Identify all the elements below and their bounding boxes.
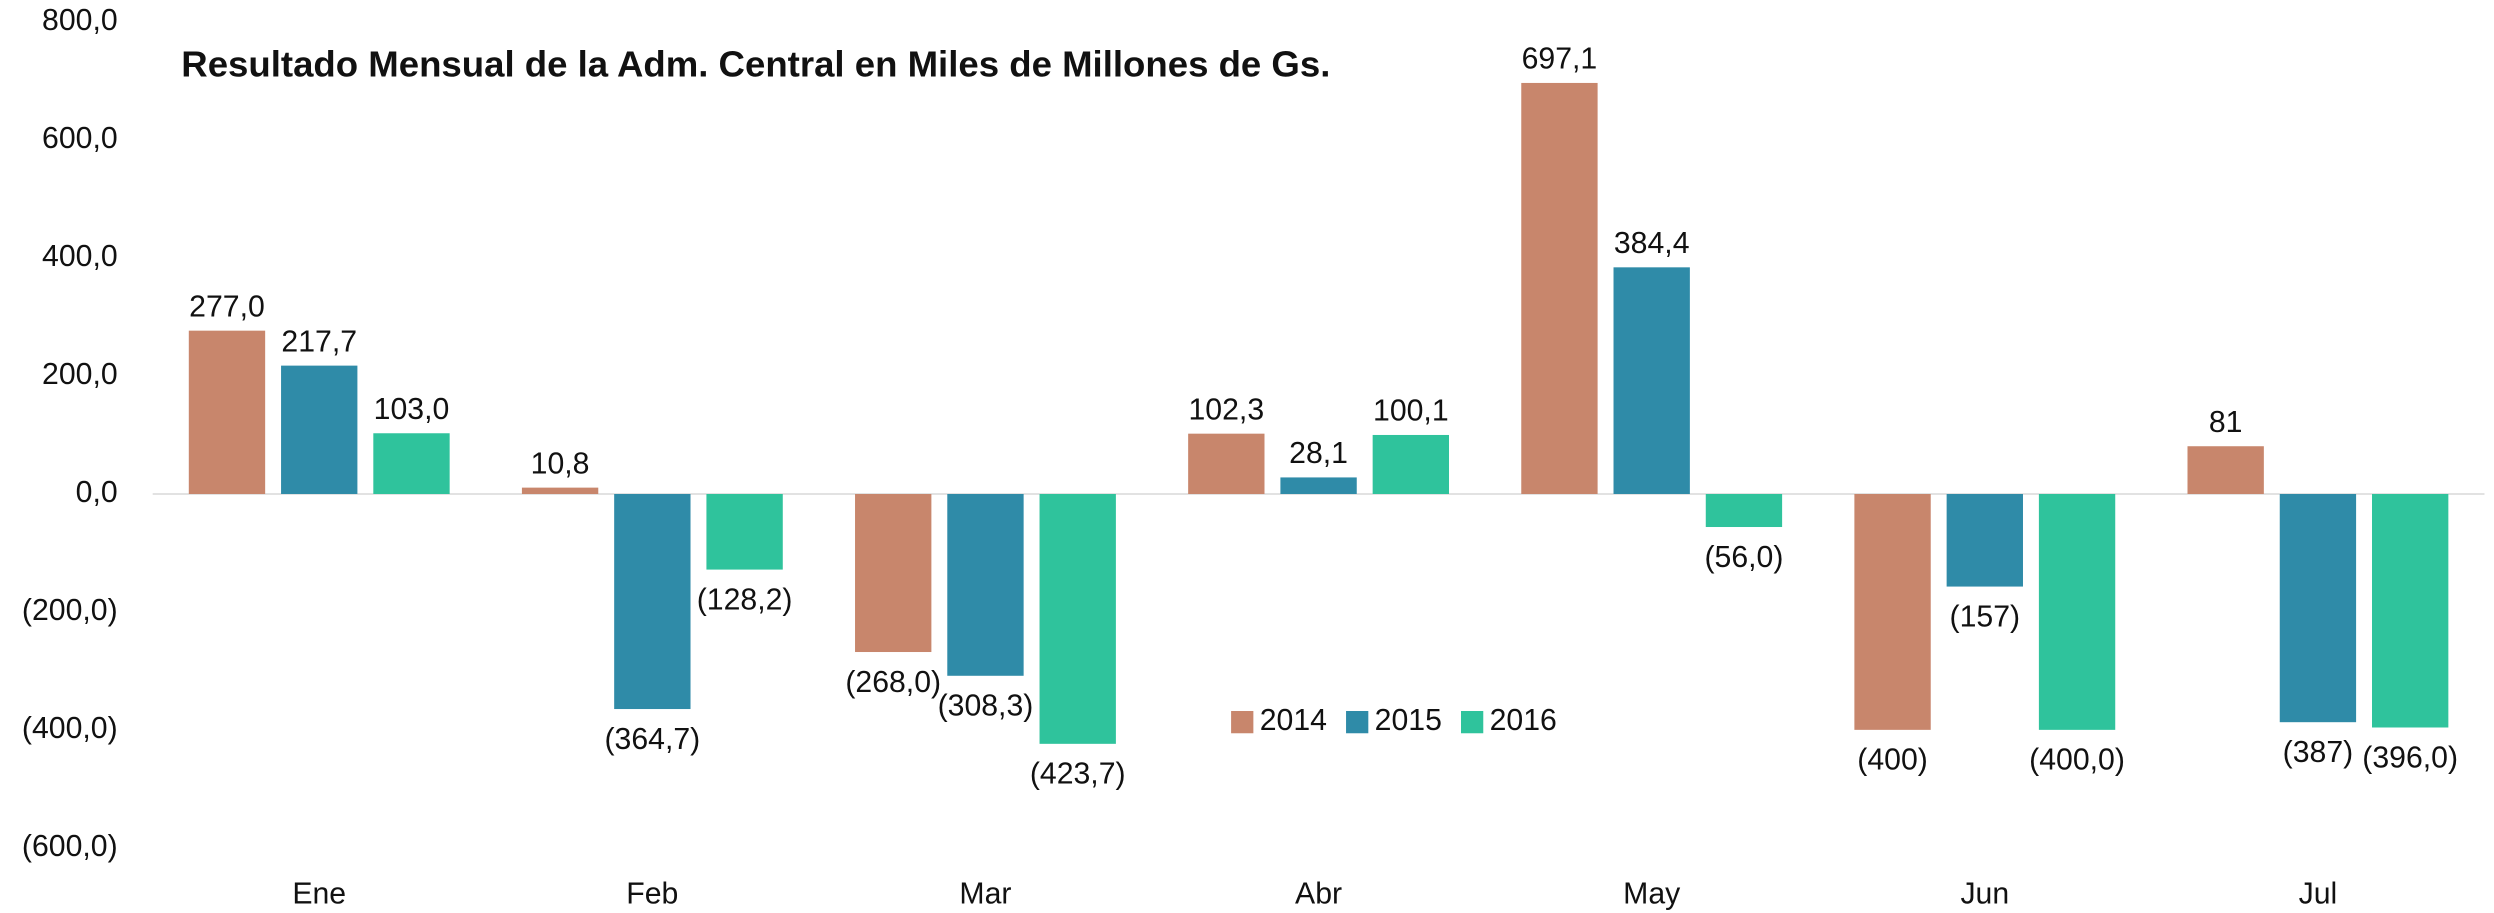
bar (1613, 267, 1690, 494)
legend-swatch (1346, 710, 1369, 734)
legend-label: 2015 (1375, 704, 1442, 737)
data-label: 28,1 (1289, 437, 1348, 470)
bar (2187, 446, 2264, 494)
y-tick-label: (200,0) (22, 594, 118, 627)
bar (373, 433, 450, 494)
y-tick-label: 0,0 (76, 476, 118, 509)
bar (2372, 493, 2449, 728)
data-label: (157) (1950, 600, 2021, 633)
y-tick-label: 800,0 (42, 4, 118, 37)
bar (1705, 493, 1783, 528)
bar (614, 493, 691, 710)
legend-swatch (1460, 710, 1484, 734)
y-tick-label: 400,0 (42, 240, 118, 273)
y-tick-label: (600,0) (22, 830, 118, 863)
data-label: (400) (1857, 744, 1928, 777)
data-label: 697,1 (1522, 43, 1598, 76)
bar (1521, 82, 1598, 494)
data-label: (396,0) (2362, 741, 2458, 774)
y-tick-label: 600,0 (42, 122, 118, 155)
legend-swatch (1231, 710, 1254, 734)
data-label: (128,2) (697, 583, 793, 616)
bar (281, 365, 358, 494)
data-label: 10,8 (531, 447, 590, 480)
y-tick-label: (400,0) (22, 712, 118, 745)
data-label: (423,7) (1030, 758, 1126, 791)
bar (855, 493, 932, 653)
bar (1039, 493, 1116, 744)
data-label: 103,0 (374, 393, 450, 426)
data-label: (308,3) (938, 690, 1034, 723)
data-label: 102,3 (1189, 393, 1265, 426)
x-tick-label: Abr (1295, 877, 1342, 910)
legend-label: 2016 (1490, 704, 1557, 737)
x-tick-label: Jun (1960, 877, 2009, 910)
bar (521, 487, 599, 494)
data-label: (268,0) (845, 666, 941, 699)
legend-label: 2014 (1260, 704, 1327, 737)
bar (947, 493, 1024, 676)
data-label: 81 (2209, 406, 2243, 439)
data-label: (56,0) (1704, 541, 1783, 574)
bar (2038, 493, 2116, 730)
x-tick-label: Feb (626, 877, 678, 910)
data-label: (387) (2283, 736, 2354, 769)
data-label: (400,0) (2029, 744, 2125, 777)
bar (1946, 493, 2023, 587)
chart-title: Resultado Mensual de la Adm. Central en … (181, 43, 1330, 84)
x-tick-label: May (1623, 877, 1681, 910)
data-label: (364,7) (604, 723, 700, 756)
data-label: 100,1 (1373, 395, 1449, 428)
bar (706, 493, 783, 570)
bar (1372, 434, 1450, 494)
x-tick-label: Jul (2299, 877, 2338, 910)
x-tick-label: Ene (292, 877, 346, 910)
data-label: 277,0 (189, 290, 265, 323)
bar (1280, 477, 1357, 494)
bar (1188, 433, 1265, 494)
data-label: 384,4 (1614, 227, 1690, 260)
x-tick-label: Mar (959, 877, 1011, 910)
data-label: 217,7 (281, 325, 357, 358)
y-tick-label: 200,0 (42, 358, 118, 391)
bar (188, 330, 266, 494)
bar (2279, 493, 2357, 723)
bar (1854, 493, 1931, 730)
